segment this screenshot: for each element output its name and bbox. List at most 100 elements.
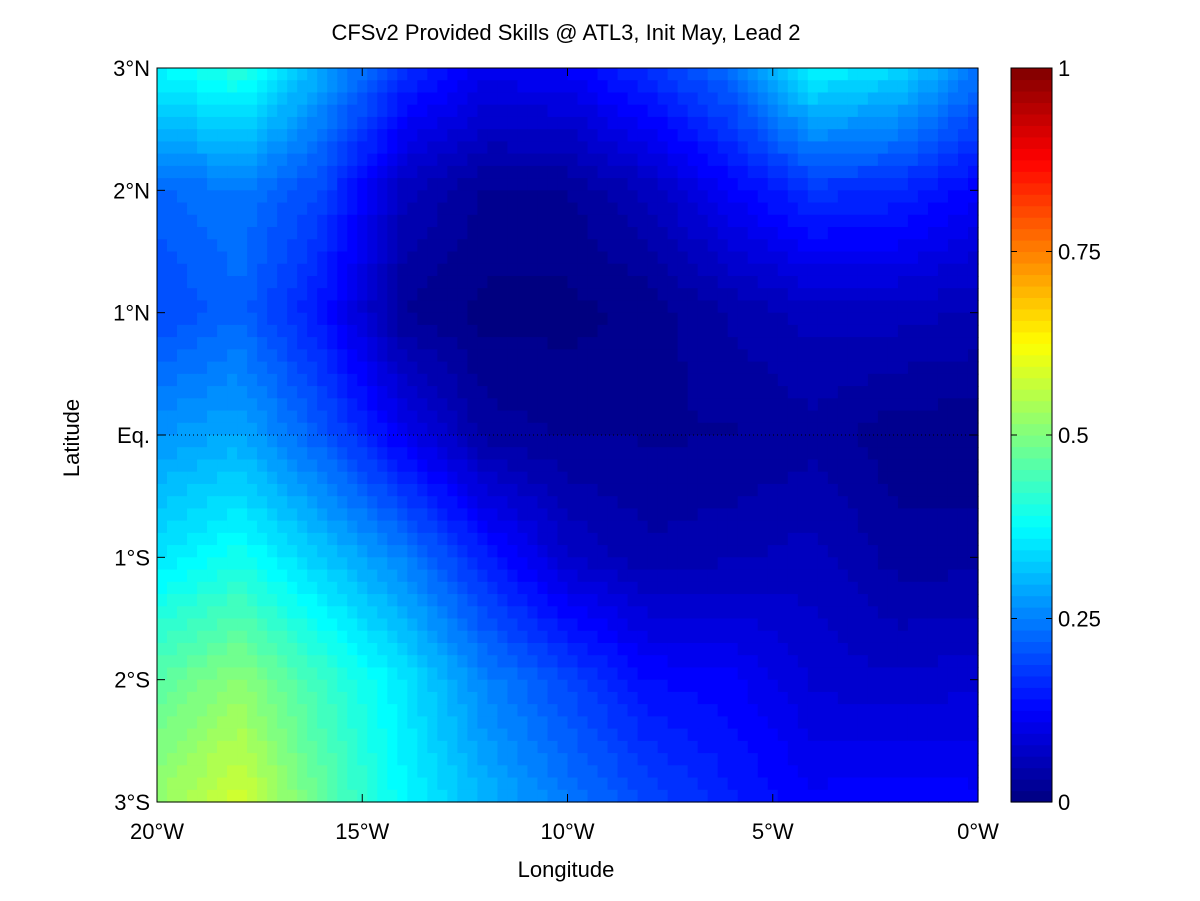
heatmap-cell xyxy=(327,618,338,632)
heatmap-cell xyxy=(717,165,729,179)
heatmap-cell xyxy=(557,239,569,253)
heatmap-cell xyxy=(827,165,839,179)
heatmap-cell xyxy=(367,447,378,461)
heatmap-cell xyxy=(947,80,959,94)
heatmap-cell xyxy=(787,642,799,656)
colorbar: 00.250.50.751 xyxy=(1010,56,1101,815)
heatmap-cell xyxy=(797,361,809,375)
heatmap-cell xyxy=(697,227,709,240)
heatmap-cell xyxy=(567,178,579,191)
heatmap-cell xyxy=(267,630,278,644)
x-axis-label: Longitude xyxy=(518,857,615,882)
heatmap-cell xyxy=(757,447,769,461)
heatmap-cell xyxy=(857,691,869,705)
heatmap-cell xyxy=(547,349,559,363)
heatmap-cell xyxy=(297,459,308,473)
heatmap-cell xyxy=(657,324,669,338)
heatmap-cell xyxy=(277,753,288,766)
heatmap-cell xyxy=(907,80,919,94)
heatmap-cell xyxy=(347,740,358,754)
heatmap-cell xyxy=(607,129,619,142)
heatmap-cell xyxy=(627,520,639,534)
heatmap-cell xyxy=(307,410,318,424)
heatmap-cell xyxy=(927,655,939,669)
heatmap-cell xyxy=(327,557,338,571)
heatmap-cell xyxy=(777,520,789,534)
heatmap-cell xyxy=(317,214,328,228)
heatmap-cell xyxy=(287,520,298,534)
heatmap-cell xyxy=(447,386,458,399)
heatmap-cell xyxy=(967,606,979,620)
heatmap-cell xyxy=(807,606,819,620)
heatmap-cell xyxy=(197,239,208,253)
heatmap-cell xyxy=(207,532,218,546)
heatmap-cell xyxy=(817,349,829,363)
heatmap-cell xyxy=(497,508,509,522)
heatmap-cell xyxy=(527,227,539,240)
heatmap-cell xyxy=(377,691,388,705)
heatmap-cell xyxy=(467,532,478,546)
heatmap-cell xyxy=(857,777,869,791)
heatmap-cell xyxy=(237,324,248,338)
heatmap-cell xyxy=(517,227,529,240)
heatmap-cell xyxy=(947,116,959,130)
heatmap-cell xyxy=(837,68,849,81)
heatmap-cell xyxy=(917,618,929,632)
heatmap-cell xyxy=(947,202,959,216)
heatmap-cell xyxy=(747,606,759,620)
heatmap-cell xyxy=(427,679,438,693)
heatmap-cell xyxy=(907,190,919,204)
heatmap-cell xyxy=(597,214,609,228)
heatmap-cell xyxy=(727,716,739,730)
heatmap-cell xyxy=(967,459,979,473)
heatmap-cell xyxy=(247,190,258,204)
heatmap-cell xyxy=(737,202,749,216)
heatmap-cell xyxy=(307,532,318,546)
heatmap-cell xyxy=(287,581,298,595)
heatmap-cell xyxy=(477,471,488,485)
heatmap-cell xyxy=(817,459,829,473)
heatmap-cell xyxy=(437,422,448,436)
heatmap-cell xyxy=(877,667,889,681)
heatmap-cell xyxy=(917,581,929,595)
heatmap-cell xyxy=(927,165,939,179)
heatmap-cell xyxy=(807,129,819,142)
heatmap-cell xyxy=(467,165,478,179)
heatmap-cell xyxy=(947,324,959,338)
heatmap-cell xyxy=(547,704,559,717)
heatmap-cell xyxy=(267,655,278,669)
heatmap-cell xyxy=(577,581,589,595)
heatmap-cell xyxy=(897,263,909,277)
colorbar-swatch xyxy=(1011,779,1052,792)
heatmap-cell xyxy=(587,92,599,106)
heatmap-cell xyxy=(677,263,689,277)
heatmap-cell xyxy=(327,520,338,534)
heatmap-cell xyxy=(667,520,679,534)
heatmap-cell xyxy=(727,753,739,766)
heatmap-cell xyxy=(937,288,949,302)
heatmap-cell xyxy=(787,239,799,253)
heatmap-cell xyxy=(227,275,238,289)
heatmap-cell xyxy=(267,642,278,656)
heatmap-cell xyxy=(847,789,859,803)
heatmap-cell xyxy=(917,288,929,302)
heatmap-cell xyxy=(937,251,949,265)
heatmap-cell xyxy=(597,68,609,81)
heatmap-cell xyxy=(427,251,438,265)
heatmap-cell xyxy=(637,789,649,803)
heatmap-cell xyxy=(597,275,609,289)
heatmap-cell xyxy=(887,740,899,754)
heatmap-cell xyxy=(817,532,829,546)
heatmap-cell xyxy=(417,324,428,338)
heatmap-cell xyxy=(917,642,929,656)
heatmap-cell xyxy=(627,728,639,742)
heatmap-cell xyxy=(577,190,589,204)
heatmap-cell xyxy=(647,349,659,363)
heatmap-cell xyxy=(477,532,488,546)
heatmap-cell xyxy=(917,447,929,461)
heatmap-cell xyxy=(477,508,488,522)
heatmap-cell xyxy=(837,116,849,130)
heatmap-cell xyxy=(467,275,478,289)
heatmap-cell xyxy=(767,178,779,191)
heatmap-cell xyxy=(307,545,318,558)
